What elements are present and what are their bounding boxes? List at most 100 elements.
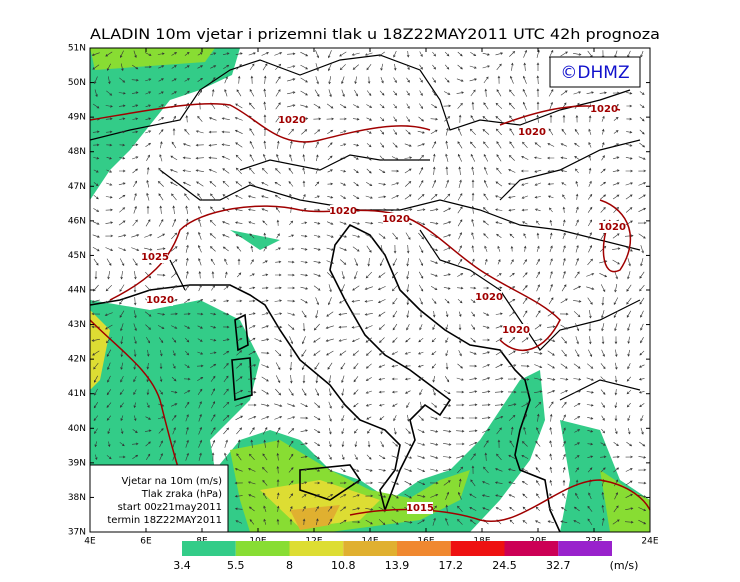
wind-arrow [93,182,99,186]
wind-arrow [495,128,502,136]
wind-arrow [638,481,647,485]
wind-arrow [445,337,449,343]
wind-arrow [601,115,605,122]
wind-arrow [210,299,217,303]
wind-arrow [522,88,528,97]
wind-arrow [430,468,439,472]
wind-arrow [587,429,594,433]
wind-arrow [495,468,503,472]
wind-arrow [496,286,503,290]
wind-arrow [378,377,385,381]
lat-label: 39N [68,458,86,468]
wind-arrow [339,519,347,525]
wind-arrow [549,270,553,279]
wind-arrow [637,221,647,225]
wind-arrow [562,219,566,227]
wind-arrow [106,389,112,396]
wind-arrow [560,520,568,524]
wind-arrow [471,192,475,201]
wind-arrow [236,286,242,290]
wind-arrow [625,493,633,498]
wind-arrow [600,206,606,213]
wind-arrow [144,52,152,56]
wind-arrow [276,233,280,239]
wind-arrow [366,454,372,460]
wind-arrow [574,349,580,357]
isobar [109,205,561,351]
wind-arrow [234,117,243,121]
wind-arrow [573,311,581,318]
wind-arrow [263,232,267,239]
wind-arrow [210,258,216,266]
wind-arrow [248,221,256,225]
wind-arrow [211,284,216,291]
wind-arrow [248,468,256,472]
wind-arrow [379,116,385,122]
wind-arrow [302,193,306,200]
wind-arrow [197,52,203,56]
wind-arrow [146,402,150,408]
wind-arrow [354,258,358,267]
wind-arrow [419,324,423,331]
wind-arrow [198,401,202,409]
wind-arrow [444,376,450,383]
wind-arrow [327,362,333,370]
wind-arrow [300,104,309,108]
wind-arrow [352,350,359,356]
wind-arrow [495,102,503,109]
wind-arrow [158,104,164,108]
wind-arrow [391,493,399,499]
wind-arrow [315,154,319,162]
wind-arrow [325,338,334,342]
wind-arrow [612,247,621,251]
wind-arrow [119,207,126,213]
wind-arrow [521,455,529,459]
wind-arrow [405,428,411,434]
wind-arrow [587,442,594,446]
wind-arrow [536,493,540,499]
wind-arrow [547,390,556,394]
wind-arrow [510,259,514,265]
wind-arrow [470,52,477,57]
wind-arrow [507,377,517,381]
wind-arrow [338,325,348,329]
wind-arrow [508,154,515,161]
wind-arrow [625,455,634,459]
wind-arrow [302,506,306,512]
wind-arrow [614,375,618,383]
wind-arrow [419,389,423,396]
lon-label: 6E [140,537,152,547]
wind-arrow [184,128,190,135]
wind-arrow [106,130,113,134]
wind-arrow [588,349,593,357]
wind-arrow [613,505,619,513]
wind-arrow [600,376,606,382]
wind-arrow [211,439,216,448]
wind-arrow [313,273,321,277]
lat-label: 42N [68,355,86,365]
wind-arrow [575,323,580,332]
wind-arrow [119,169,126,173]
wind-arrow [262,220,268,226]
wind-arrow [406,284,410,293]
wind-arrow [627,428,631,435]
wind-arrow [365,221,374,225]
wind-arrow [172,205,176,215]
wind-arrow [209,219,216,226]
wind-arrow [574,416,581,420]
wind-arrow [456,390,465,394]
wind-arrow [341,271,345,280]
wind-arrow [301,388,307,396]
wind-arrow [573,403,581,407]
wind-arrow [339,51,347,57]
wind-arrow [261,299,269,303]
wind-arrow [523,233,527,239]
wind-arrow [614,492,618,500]
wind-arrow [587,297,593,305]
border [419,229,641,351]
wind-arrow [406,116,410,123]
wind-arrow [132,168,138,174]
wind-arrow [197,299,204,303]
wind-arrow [275,207,281,213]
wind-arrow [470,272,476,277]
